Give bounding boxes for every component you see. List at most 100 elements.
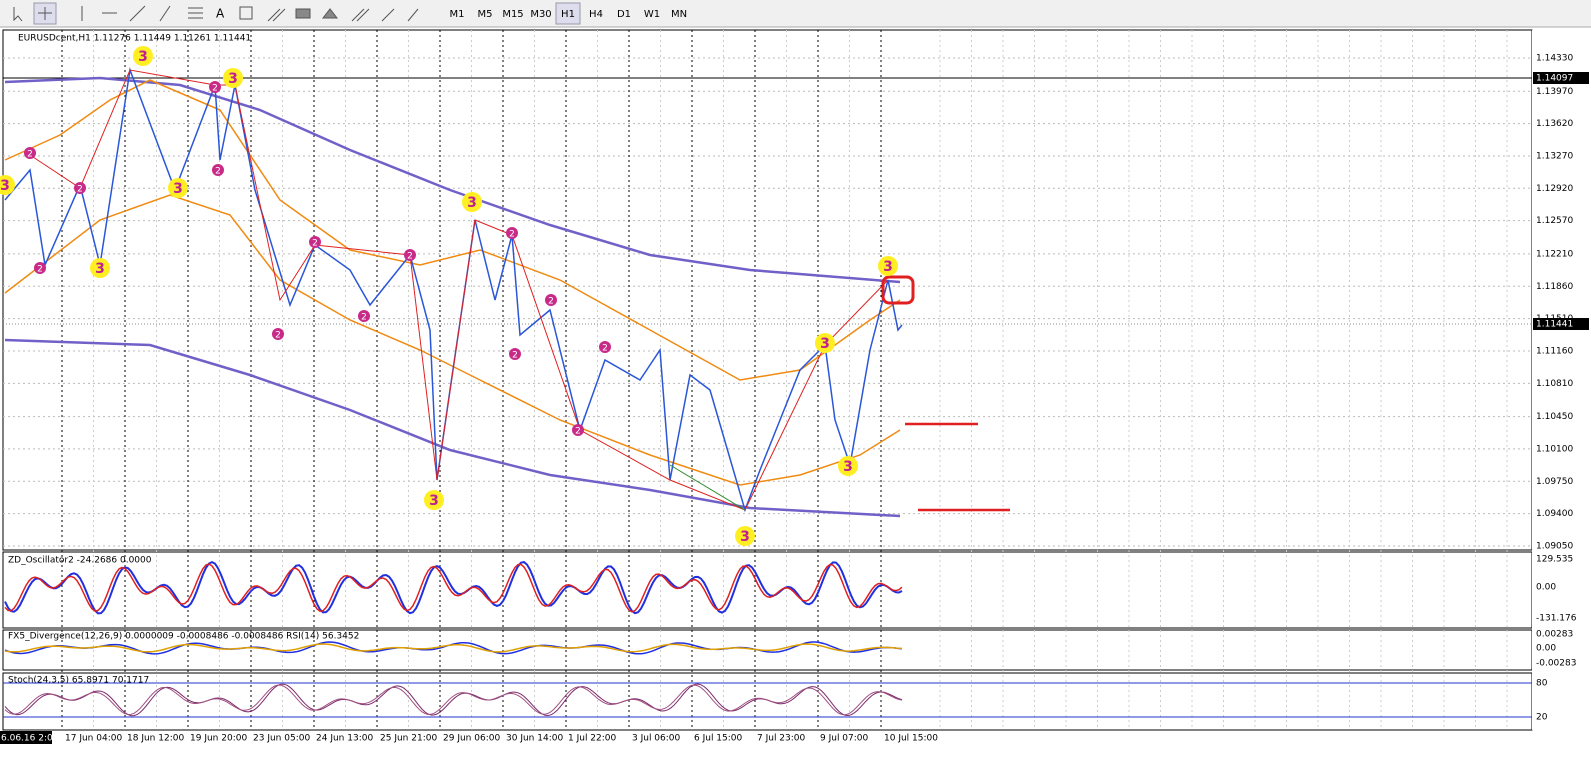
price-line — [4, 67, 903, 513]
timeframe-button[interactable]: H4 — [589, 9, 603, 20]
wave-marker — [815, 333, 835, 353]
wave-marker — [0, 175, 15, 195]
sub-axis-label: -131.176 — [1536, 614, 1577, 624]
indicator-line — [4, 683, 903, 717]
wave-label: 2 — [275, 331, 281, 341]
date-label: 30 Jun 14:00 — [506, 734, 563, 744]
price-label: 1.09050 — [1536, 541, 1573, 551]
wave-label: 3 — [95, 261, 105, 277]
divergence-title: FX5_Divergence(12,26,9) 0.0000009 -0.000… — [8, 632, 359, 642]
wave-label: 3 — [467, 195, 477, 211]
price-label: 1.12570 — [1536, 216, 1573, 226]
wave-marker — [74, 182, 86, 194]
wave-label: 3 — [173, 181, 183, 197]
wave-marker — [572, 424, 584, 436]
wave-label: 2 — [407, 252, 413, 262]
date-label: 7 Jul 23:00 — [757, 734, 806, 744]
timeframe-button[interactable]: M5 — [478, 9, 493, 20]
wave-label: 2 — [602, 344, 608, 354]
wave-marker — [735, 526, 755, 546]
timeframe-button[interactable]: W1 — [644, 9, 660, 20]
timeframe-button[interactable]: M30 — [530, 9, 551, 20]
wave-marker — [24, 147, 36, 159]
wave-marker — [272, 328, 284, 340]
active-timeframe — [555, 2, 581, 25]
date-label: 24 Jun 13:00 — [316, 734, 373, 744]
date-label: 9 Jul 07:00 — [820, 734, 869, 744]
wave-marker — [462, 192, 482, 212]
stoch-title: Stoch(24,3,5) 65.8971 70.1717 — [8, 676, 149, 686]
sub-axis-label: 0.00283 — [1536, 630, 1573, 640]
price-tag — [1533, 318, 1589, 330]
wave-marker — [404, 249, 416, 261]
timeframe-button[interactable]: MN — [671, 9, 687, 20]
wave-label: 3 — [228, 71, 238, 87]
wave-label: 3 — [0, 178, 10, 194]
price-label: 1.10810 — [1536, 379, 1573, 389]
wave-label: 2 — [212, 84, 218, 94]
wave-label: 2 — [548, 297, 554, 307]
wave-marker — [168, 178, 188, 198]
price-tag — [1533, 72, 1589, 84]
timeframe-button[interactable]: D1 — [617, 9, 631, 20]
timeframe-button[interactable]: H1 — [561, 9, 575, 20]
date-label: 1 Jul 22:00 — [568, 734, 617, 744]
main-chart-frame — [2, 29, 1533, 551]
date-label: 6 Jul 15:00 — [694, 734, 743, 744]
date-label: 23 Jun 05:00 — [253, 734, 310, 744]
wave-marker — [506, 227, 518, 239]
timeframe-button[interactable]: M15 — [502, 9, 523, 20]
wave-label: 2 — [509, 230, 515, 240]
date-cursor — [0, 731, 52, 744]
price-label: 1.10100 — [1536, 444, 1573, 454]
wave-label: 3 — [138, 49, 148, 65]
price-tag-label: 1.11441 — [1536, 320, 1573, 330]
date-label: 17 Jun 04:00 — [65, 734, 122, 744]
price-label: 1.13970 — [1536, 87, 1573, 97]
price-label: 1.13270 — [1536, 151, 1573, 161]
price-label: 1.11860 — [1536, 282, 1573, 292]
price-label: 1.12210 — [1536, 249, 1573, 259]
oscillator-title: ZD_Oscillator2 -24.2686 0.0000 — [8, 556, 152, 566]
sub-axis-label: 0.00 — [1536, 644, 1556, 654]
date-label: 10 Jul 15:00 — [884, 734, 938, 744]
wave-marker — [358, 310, 370, 322]
timeframe-button[interactable]: M1 — [450, 9, 465, 20]
wave-marker — [509, 348, 521, 360]
wave-marker — [309, 236, 321, 248]
sub-axis-label: 129.535 — [1536, 555, 1573, 565]
wave-marker — [424, 490, 444, 510]
indicator-line — [4, 684, 903, 716]
sub-axis-label: 80 — [1536, 679, 1548, 689]
date-label: 3 Jul 06:00 — [632, 734, 681, 744]
price-label: 1.09400 — [1536, 509, 1573, 519]
oscillator-frame — [2, 551, 1533, 629]
sub-axis-label: 20 — [1536, 713, 1548, 723]
indicator-line — [4, 643, 903, 653]
wave-label: 2 — [575, 427, 581, 437]
date-label: 25 Jun 21:00 — [380, 734, 437, 744]
wave-marker — [133, 46, 153, 66]
toolbar — [0, 0, 1591, 27]
price-tag-label: 1.14097 — [1536, 74, 1573, 84]
wave-marker — [209, 81, 221, 93]
wave-marker — [599, 341, 611, 353]
wave-label: 2 — [512, 351, 518, 361]
wave-lines — [29, 69, 1010, 512]
price-label: 1.13620 — [1536, 119, 1573, 129]
wave-label: 2 — [37, 265, 43, 275]
price-label: 1.14330 — [1536, 54, 1573, 64]
svg-text:A: A — [216, 7, 225, 21]
indicator-line — [4, 641, 903, 655]
wave-label: 2 — [27, 150, 33, 160]
indicator-line — [4, 560, 903, 615]
wave-marker — [545, 294, 557, 306]
wave-label: 3 — [429, 493, 439, 509]
wave-label: 2 — [312, 239, 318, 249]
stoch-frame — [2, 672, 1533, 731]
wave-label: 2 — [215, 167, 221, 177]
price-axis — [1532, 30, 1591, 730]
drawing-tools[interactable]: A — [13, 2, 419, 25]
bands — [4, 76, 901, 518]
wave-label: 3 — [740, 529, 750, 545]
